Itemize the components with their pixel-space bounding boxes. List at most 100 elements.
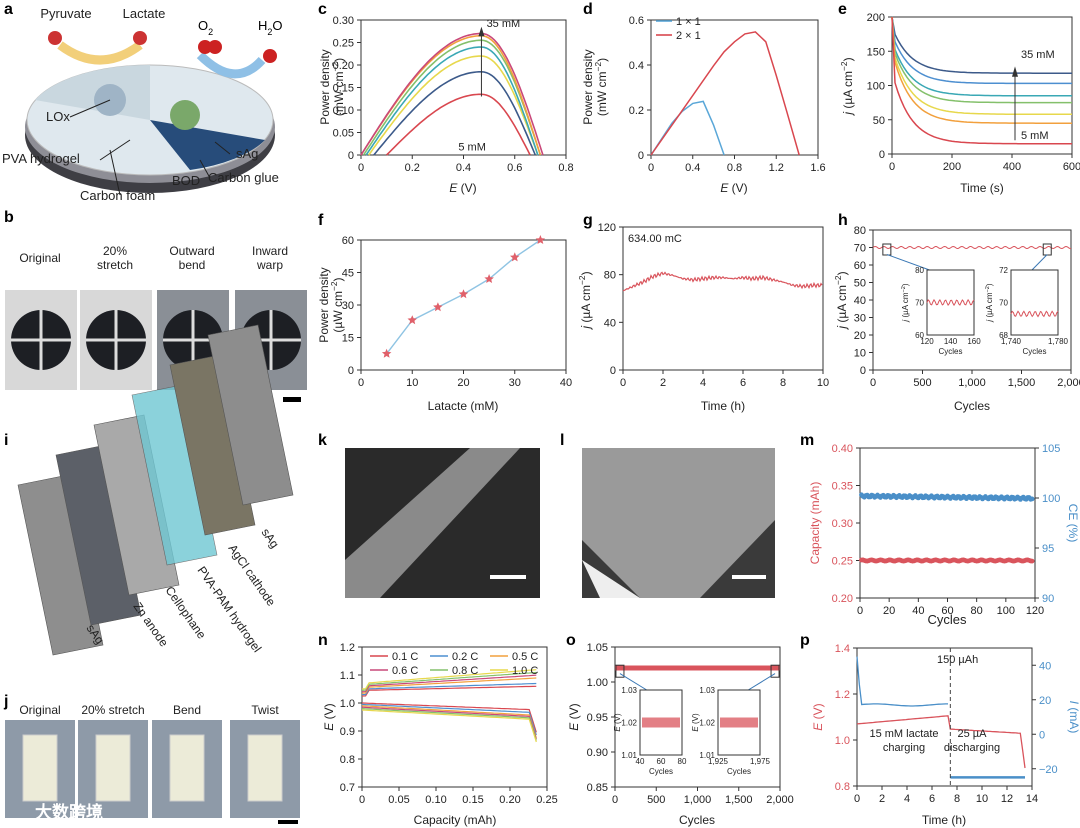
- y-tick-label: 0.20: [832, 593, 853, 605]
- power-curve-15-mM: [368, 55, 539, 156]
- current-curve: [891, 16, 1072, 145]
- y-tick-label: 0: [348, 365, 354, 377]
- capacity-annotation: 150 µAh: [937, 654, 978, 666]
- inset-trace: [1010, 310, 1059, 318]
- photo-caption: Bend: [173, 703, 201, 717]
- legend-label: 0.2 C: [452, 651, 478, 663]
- layer-label: sAg: [259, 526, 282, 551]
- inset-x-tick-label: 120: [920, 337, 934, 346]
- x-tick-label: 14: [1026, 793, 1038, 805]
- bod-cathode-sector: [150, 120, 265, 170]
- voltage-band: [615, 665, 780, 671]
- inset-x-label: Cycles: [727, 767, 751, 776]
- power-curve: [650, 31, 800, 156]
- data-point-star-icon: [484, 274, 494, 283]
- scale-bar: [490, 575, 526, 579]
- charge-curve: [361, 669, 537, 690]
- inset-y-label: E (V): [691, 713, 700, 732]
- y-tick-label: 15: [342, 333, 354, 345]
- y2-tick-label: 0: [1039, 729, 1045, 741]
- panel-label-i: i: [4, 432, 8, 449]
- substrate-region: [582, 560, 640, 598]
- plot-frame-g: [622, 226, 824, 371]
- y-axis-label: E (V): [567, 703, 581, 730]
- panel-label-m: m: [800, 432, 814, 449]
- y2-tick-label: 90: [1042, 593, 1054, 605]
- x-tick-label: 80: [971, 605, 983, 617]
- x-tick-label: 0.05: [388, 794, 409, 806]
- x-tick-label: 100: [997, 605, 1015, 617]
- y-tick-label: 120: [598, 222, 616, 234]
- annotation-5mm: 5 mM: [458, 142, 486, 154]
- battery-layer-2: [93, 414, 180, 596]
- plot-frame-p: [856, 647, 1033, 787]
- y-tick-label: 0.35: [832, 481, 853, 493]
- zoom-pointer: [744, 673, 776, 693]
- inset-x-tick-label: 160: [967, 337, 981, 346]
- x-tick-label: 0.4: [456, 162, 471, 174]
- power-curve: [650, 100, 725, 156]
- x-tick-label: 12: [1001, 793, 1013, 805]
- x-tick-label: 0.15: [462, 794, 483, 806]
- y-axis-label: j (µA cm−2): [833, 271, 849, 330]
- discharge-curve: [361, 708, 537, 741]
- x-tick-label: 8: [780, 377, 786, 389]
- panel-label-o: o: [566, 632, 576, 649]
- x-tick-label: 500: [647, 794, 665, 806]
- annotation-35mm: 35 mM: [487, 18, 521, 30]
- inset-frame: [1010, 269, 1059, 336]
- current-curve: [891, 16, 1072, 74]
- y-axis-label: j (µA cm−2): [577, 271, 593, 330]
- y-tick-label: 60: [854, 260, 866, 272]
- y-tick-label: 0.40: [832, 443, 853, 455]
- discharge-curve: [361, 705, 537, 738]
- plot-frame-n: [361, 646, 548, 788]
- x-tick-label: 8: [954, 793, 960, 805]
- y-tick-label: 0: [348, 150, 354, 162]
- x-tick-label: 0.2: [405, 162, 420, 174]
- inset-x-tick-label: 1,925: [708, 757, 729, 766]
- y2-tick-label: −20: [1039, 764, 1058, 776]
- battery-layer-3: [131, 384, 218, 566]
- bod-label: BOD: [172, 173, 200, 188]
- y-axis-units: (mW cm−2): [330, 58, 346, 116]
- x-tick-label: 0: [854, 793, 860, 805]
- battery-layer-1: [55, 444, 142, 626]
- x-tick-label: 1.2: [769, 162, 784, 174]
- data-point-star-icon: [535, 235, 546, 244]
- charge-annotation: 634.00 mC: [628, 233, 682, 245]
- x-tick-label: 0.20: [499, 794, 520, 806]
- x-tick-label: 40: [912, 605, 924, 617]
- y-tick-label: 20: [854, 330, 866, 342]
- inset-y-tick-label: 1.03: [621, 686, 637, 695]
- x-tick-label: 0.8: [558, 162, 573, 174]
- legend-label: 1.0 C: [512, 665, 538, 677]
- x-tick-label: 0: [358, 162, 364, 174]
- y-tick-label: 1.0: [340, 698, 355, 710]
- battery-pouch: [169, 734, 205, 802]
- inset-x-tick-label: 60: [657, 757, 666, 766]
- y-axis-label: E (V): [811, 703, 825, 730]
- inset-y-tick-label: 1.02: [621, 719, 637, 728]
- o2-molecule-icon: [208, 40, 222, 54]
- annotation-35mm: 35 mM: [1021, 49, 1055, 61]
- y-axis-units: (µW cm−2): [329, 277, 345, 332]
- x-tick-label: 600: [1063, 161, 1080, 173]
- zoom-pointer: [886, 254, 936, 273]
- y-tick-label: 1.2: [835, 689, 850, 701]
- inset-y-tick-label: 1.03: [699, 686, 715, 695]
- zoom-box: [882, 243, 892, 256]
- charge-label: charging: [883, 742, 925, 754]
- discharge-curve: [361, 702, 537, 733]
- sag-label: sAg: [236, 146, 258, 161]
- zoom-pointer: [619, 673, 651, 693]
- y-tick-label: 0.8: [835, 781, 850, 793]
- y-tick-label: 0.6: [629, 15, 644, 27]
- y-tick-label: 0.8: [340, 754, 355, 766]
- inset-x-tick-label: 1,780: [1048, 337, 1069, 346]
- current-curve: [891, 16, 1072, 104]
- o2-molecule-icon: [198, 40, 212, 54]
- panel-label-g: g: [583, 212, 593, 229]
- photo-caption: Inward: [252, 244, 288, 258]
- y-tick-label: 0.20: [333, 60, 354, 72]
